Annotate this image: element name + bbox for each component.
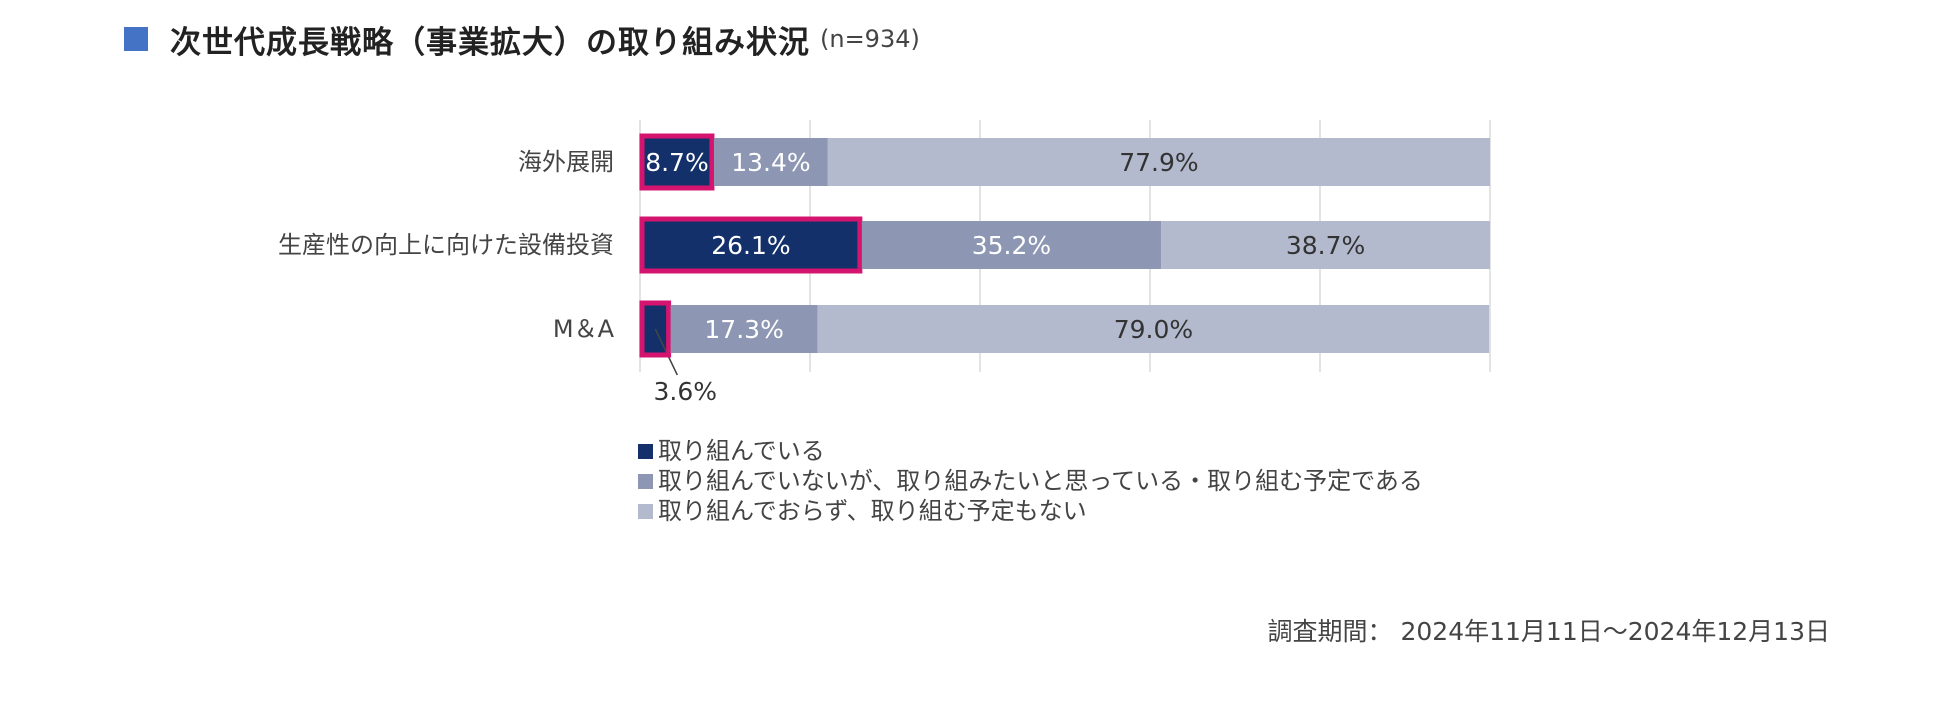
- category-label: 生産性の向上に向けた設備投資: [278, 231, 614, 259]
- chart-title: 次世代成長戦略（事業拡大）の取り組み状況: [170, 24, 810, 61]
- legend-label: 取り組んでおらず、取り組む予定もない: [658, 497, 1087, 525]
- data-label: 35.2%: [972, 231, 1051, 260]
- legend-label: 取り組んでいないが、取り組みたいと思っている・取り組む予定である: [658, 467, 1423, 495]
- survey-period: 調査期間： 2024年11月11日～2024年12月13日: [1267, 617, 1830, 646]
- legend-item: 取り組んでいる: [638, 436, 1423, 466]
- chart-title-block: 次世代成長戦略（事業拡大）の取り組み状況 (n=934): [124, 14, 920, 64]
- title-square-icon: [124, 27, 148, 51]
- legend-swatch: [638, 503, 653, 519]
- data-label: 79.0%: [1114, 315, 1193, 344]
- stacked-bar-chart: 海外展開 8.7% 13.4% 77.9% 生産性の向上に向けた設備投資 26.1% 35.…: [278, 120, 1491, 406]
- bar-segment: [670, 305, 818, 353]
- bar-segment: [1161, 221, 1490, 269]
- chart-legend: 取り組んでいる 取り組んでいないが、取り組みたいと思っている・取り組む予定である取…: [638, 436, 1423, 526]
- legend-swatch: [638, 473, 653, 489]
- highlight-box: [639, 216, 863, 274]
- bar-segment: [640, 221, 862, 269]
- bar-segment: [640, 138, 714, 186]
- data-label: 26.1%: [711, 231, 790, 260]
- category-label: 海外展開: [518, 148, 614, 176]
- data-label: 17.3%: [704, 315, 783, 344]
- highlight-box: [639, 300, 672, 358]
- data-label: 3.6%: [654, 377, 718, 406]
- legend-item: 取り組んでいないが、取り組みたいと思っている・取り組む予定である: [638, 466, 1423, 496]
- legend-item: 取り組んでおらず、取り組む予定もない: [638, 496, 1423, 526]
- bar-segment: [713, 138, 828, 186]
- data-label: 8.7%: [645, 148, 709, 177]
- data-label: 38.7%: [1286, 231, 1365, 260]
- data-label: 13.4%: [731, 148, 810, 177]
- legend-swatch: [638, 443, 653, 459]
- category-label: M＆A: [553, 315, 615, 343]
- bar-segment: [817, 305, 1490, 353]
- bar-segment: [827, 138, 1490, 186]
- data-label: 77.9%: [1119, 148, 1198, 177]
- bar-segment: [861, 221, 1162, 269]
- legend-label: 取り組んでいる: [658, 437, 825, 465]
- highlight-box: [639, 133, 715, 191]
- sample-size: (n=934): [820, 25, 920, 53]
